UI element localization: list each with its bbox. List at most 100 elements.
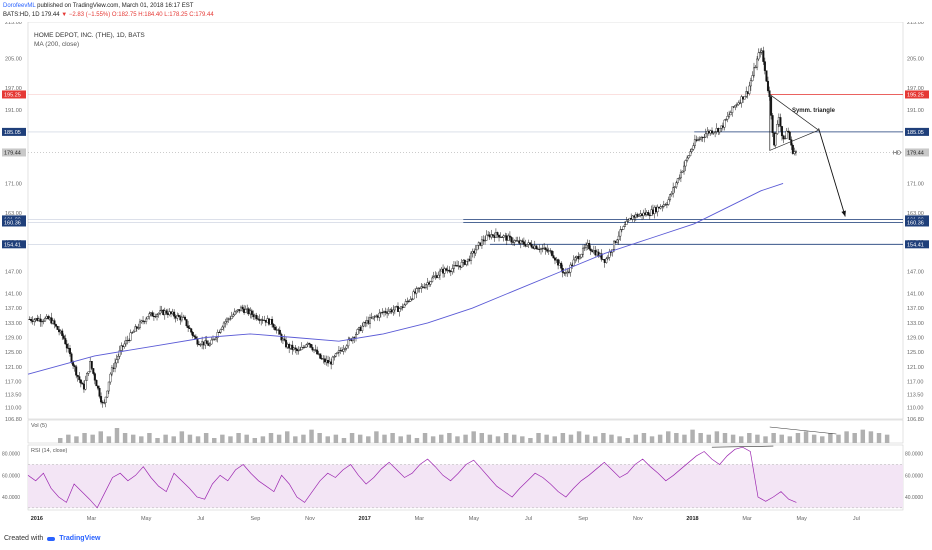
candle-body <box>613 240 616 250</box>
candle-body <box>687 155 690 159</box>
candle-body <box>697 139 700 141</box>
candle-body <box>623 224 626 227</box>
volume-bar <box>244 434 249 443</box>
candle-body <box>766 80 769 91</box>
candle-body <box>743 96 746 100</box>
volume-bar <box>820 436 825 443</box>
candle-body <box>73 365 76 367</box>
candle-body <box>659 206 662 209</box>
volume-bar <box>625 438 630 443</box>
candle-body <box>712 132 715 134</box>
candle-body <box>585 244 588 248</box>
volume-bar <box>106 436 112 443</box>
candle-body <box>336 352 339 354</box>
volume-bar <box>528 438 533 443</box>
candle-body <box>159 310 162 314</box>
volume-bar <box>98 431 103 443</box>
candle-body <box>107 381 110 392</box>
x-tick-label: Mar <box>415 516 425 522</box>
candle-body <box>120 345 123 351</box>
x-tick-label: Jul <box>197 516 204 522</box>
candle-body <box>81 383 84 385</box>
candle-body <box>295 348 298 351</box>
candle-body <box>218 332 221 333</box>
volume-bar <box>236 433 241 443</box>
candle-body <box>782 135 785 140</box>
volume-bar <box>828 433 833 443</box>
candle-body <box>776 124 779 134</box>
candle-body <box>521 240 524 242</box>
candle-body <box>784 138 787 140</box>
candle-body <box>465 260 468 265</box>
candle-body <box>681 170 684 173</box>
candle-body <box>728 114 731 117</box>
candle-body <box>409 299 412 302</box>
candle-body <box>787 130 790 132</box>
candle-body <box>92 368 95 374</box>
candle-body <box>54 324 57 327</box>
price-chart[interactable]: 215.00 215.00 205.00 205.00 197.00 197.00 191.… <box>0 22 932 534</box>
y-tick-left: 106.80 <box>5 417 22 423</box>
symmetrical-triangle <box>769 93 820 151</box>
current-price-tag-left <box>2 148 26 157</box>
candle-body <box>280 334 283 341</box>
candle-body <box>752 67 755 76</box>
candle-body <box>656 206 659 213</box>
tradingview-brand[interactable]: TradingView <box>59 535 101 542</box>
candle-body <box>625 221 628 225</box>
candle-body <box>372 316 375 319</box>
level-tag-left-text: 185.05 <box>4 130 21 136</box>
candle-body <box>673 186 676 188</box>
candle-body <box>580 254 583 258</box>
author-name[interactable]: DorofeevML <box>3 3 36 9</box>
candle-body <box>480 239 483 246</box>
candle-body <box>513 240 516 243</box>
candle-body <box>64 338 67 345</box>
volume-bar <box>228 436 233 443</box>
y-tick-left: 215.00 <box>5 22 22 26</box>
candle-body <box>748 85 751 94</box>
y-tick-left: 163.00 <box>5 211 22 217</box>
candle-body <box>519 240 522 244</box>
level-tag-left-text: 160.36 <box>4 220 21 226</box>
candle-body <box>698 138 701 140</box>
volume-bar <box>114 428 120 443</box>
volume-bar <box>301 434 306 443</box>
x-tick-label: May <box>797 516 808 522</box>
candle-body <box>157 313 160 315</box>
candle-body <box>244 309 247 313</box>
candle-body <box>87 371 90 374</box>
candle-body <box>529 242 532 245</box>
last-price: 179.44 <box>41 12 60 18</box>
candle-body <box>606 257 609 259</box>
candle-body <box>76 375 79 377</box>
volume-bar <box>763 436 768 443</box>
volume-bar <box>682 434 687 443</box>
candle-body <box>185 319 188 327</box>
volume-bar <box>252 438 258 443</box>
candle-body <box>221 326 224 330</box>
candle-body <box>215 337 218 340</box>
y-tick-left: 147.00 <box>5 270 22 276</box>
volume-bar <box>836 434 841 443</box>
candle-body <box>438 270 441 276</box>
candle-body <box>156 314 159 317</box>
candle-body <box>193 335 196 337</box>
candle-body <box>274 327 277 331</box>
candle-body <box>299 349 302 351</box>
rsi-tick-left: 60.0000 <box>2 473 20 479</box>
candle-body <box>690 148 693 152</box>
candle-body <box>535 245 538 250</box>
candle-body <box>491 234 494 236</box>
candle-body <box>485 234 488 241</box>
candle-body <box>774 133 777 146</box>
price-pane <box>27 22 904 420</box>
volume-bar <box>495 436 501 443</box>
candle-body <box>731 106 734 113</box>
candle-body <box>526 244 529 247</box>
volume-bar <box>349 433 355 443</box>
candle-body <box>333 356 336 358</box>
candle-body <box>754 66 757 69</box>
volume-bar <box>284 431 290 443</box>
candle-body <box>729 112 732 116</box>
